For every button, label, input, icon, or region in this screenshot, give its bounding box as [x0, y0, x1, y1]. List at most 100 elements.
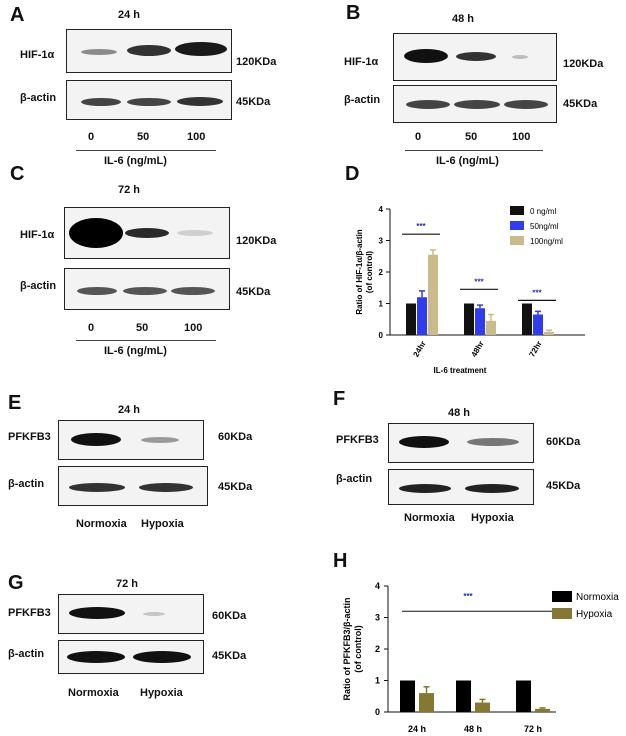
chart-d-legend-swatch [510, 221, 524, 230]
chart-d-x-label: IL-6 treatment [434, 366, 487, 375]
panel-g-blot-pfkfb3 [58, 594, 204, 634]
chart-h-y-label-line1: Ratio of PFKFB3/β-actin [342, 598, 352, 701]
chart-d-x-tick-label: 72hr [527, 340, 543, 359]
chart-d-y-label-line2: (of control) [365, 251, 374, 294]
chart-d-bar [522, 303, 532, 335]
chart-d-x-tick-label: 24hr [411, 340, 427, 359]
panel-a-letter: A [10, 4, 25, 26]
chart-h-y-tick-label: 2 [375, 644, 380, 654]
chart-d-y-tick-label: 2 [379, 268, 384, 277]
panel-b-blot-hif [393, 33, 557, 81]
chart-d-legend-label: 0 ng/ml [530, 207, 556, 216]
chart-d-bar [417, 297, 427, 335]
panel-e-title: 24 h [118, 404, 141, 416]
panel-c-lane-3: 100 [184, 322, 203, 334]
chart-d-y-tick-label: 4 [379, 205, 384, 214]
chart-h-y-tick-label: 3 [375, 613, 380, 623]
chart-d-bar [428, 254, 438, 335]
chart-h-y-tick-label: 0 [375, 707, 380, 717]
panel-c-title: 72 h [118, 184, 141, 196]
panel-e-blot-pfkfb3 [58, 420, 204, 460]
panel-a-lane-2: 50 [137, 131, 150, 143]
panel-c-size1: 120KDa [236, 235, 277, 247]
chart-d-legend-swatch [510, 236, 524, 245]
panel-b-lane-1: 0 [415, 131, 422, 143]
panel-b-size2: 45KDa [563, 98, 598, 110]
panel-f-letter: F [333, 388, 346, 410]
chart-d-bar [486, 320, 496, 335]
panel-b-size1: 120KDa [563, 58, 604, 70]
panel-a-underline [76, 150, 216, 151]
panel-c-letter: C [10, 163, 25, 185]
panel-c-row1-label: HIF-1α [20, 229, 55, 241]
chart-d-bar [533, 314, 543, 335]
panel-c-lane-2: 50 [136, 322, 149, 334]
panel-g-blot-actin [58, 640, 204, 674]
panel-e-size2: 45KDa [218, 481, 253, 493]
panel-f-lane-2: Hypoxia [471, 512, 514, 524]
chart-d-bar [544, 331, 554, 335]
panel-b-underline [405, 150, 543, 151]
panel-a-blot-hif [66, 29, 232, 73]
panel-g-title: 72 h [116, 578, 139, 590]
chart-h-y-tick-label: 4 [375, 581, 380, 591]
chart-h-bar [456, 680, 471, 712]
panel-f-lane-1: Normoxia [404, 512, 455, 524]
chart-d-significance-stars: *** [474, 277, 484, 286]
panel-a-size1: 120KDa [236, 56, 277, 68]
panel-f-size1: 60KDa [546, 436, 581, 448]
chart-d-bar [406, 303, 416, 335]
panel-a-title: 24 h [118, 9, 141, 21]
chart-h-bar [535, 708, 550, 712]
panel-b-row1-label: HIF-1α [344, 56, 379, 68]
panel-b-title: 48 h [452, 13, 475, 25]
panel-c-lane-1: 0 [88, 322, 95, 334]
panel-a-row1-label: HIF-1α [20, 49, 55, 61]
panel-a-xlabel: IL-6 (ng/mL) [104, 155, 167, 167]
panel-g-size2: 45KDa [212, 650, 247, 662]
chart-h-legend-swatch [552, 591, 572, 602]
panel-g-lane-2: Hypoxia [140, 687, 183, 699]
panel-b-xlabel: IL-6 (ng/mL) [436, 155, 499, 167]
panel-f-row1-label: PFKFB3 [336, 434, 379, 446]
panel-c-size2: 45KDa [236, 286, 271, 298]
chart-h-bar [419, 693, 434, 712]
panel-f-size2: 45KDa [546, 480, 581, 492]
chart-d-legend-label: 100ng/ml [530, 237, 563, 246]
chart-d-legend-label: 50ng/ml [530, 222, 559, 231]
panel-a-lane-3: 100 [187, 131, 206, 143]
chart-h-bar [516, 680, 531, 712]
panel-e-lane-2: Hypoxia [141, 518, 184, 530]
panel-g-letter: G [8, 572, 24, 594]
chart-d-significance-stars: *** [532, 288, 542, 297]
panel-e-letter: E [8, 392, 22, 414]
panel-b-letter: B [346, 2, 361, 24]
panel-b-row2-label: β-actin [344, 94, 381, 106]
chart-h-legend-swatch [552, 608, 572, 619]
chart-h-y-tick-label: 1 [375, 676, 380, 686]
panel-e-row1-label: PFKFB3 [8, 431, 51, 443]
panel-b-lane-2: 50 [465, 131, 478, 143]
panel-e-size1: 60KDa [218, 431, 253, 443]
panel-g-row1-label: PFKFB3 [8, 607, 51, 619]
panel-f-blot-pfkfb3 [388, 423, 534, 463]
panel-b-lane-3: 100 [512, 131, 531, 143]
chart-d-y-tick-label: 0 [379, 331, 384, 340]
chart-d-y-tick-label: 3 [379, 237, 384, 246]
panel-e-lane-1: Normoxia [76, 518, 127, 530]
chart-d-y-label-line1: Ratio of HIF-1α/β-actin [355, 229, 364, 314]
chart-d-significance-stars: *** [416, 222, 426, 231]
panel-a-row2-label: β-actin [20, 92, 57, 104]
panel-a-lane-1: 0 [88, 131, 95, 143]
panel-b-blot-actin [393, 85, 557, 123]
chart-d-y-tick-label: 1 [379, 300, 384, 309]
panel-c-blot-hif [64, 207, 230, 259]
chart-h-legend-label: Normoxia [576, 592, 619, 603]
panel-c-underline [76, 340, 216, 341]
panel-c-xlabel: IL-6 (ng/mL) [104, 345, 167, 357]
panel-d-letter: D [345, 163, 360, 185]
panel-f-blot-actin [388, 469, 534, 505]
panel-e-blot-actin [58, 466, 208, 506]
panel-h-letter: H [333, 550, 348, 572]
chart-d-bar [475, 308, 485, 335]
